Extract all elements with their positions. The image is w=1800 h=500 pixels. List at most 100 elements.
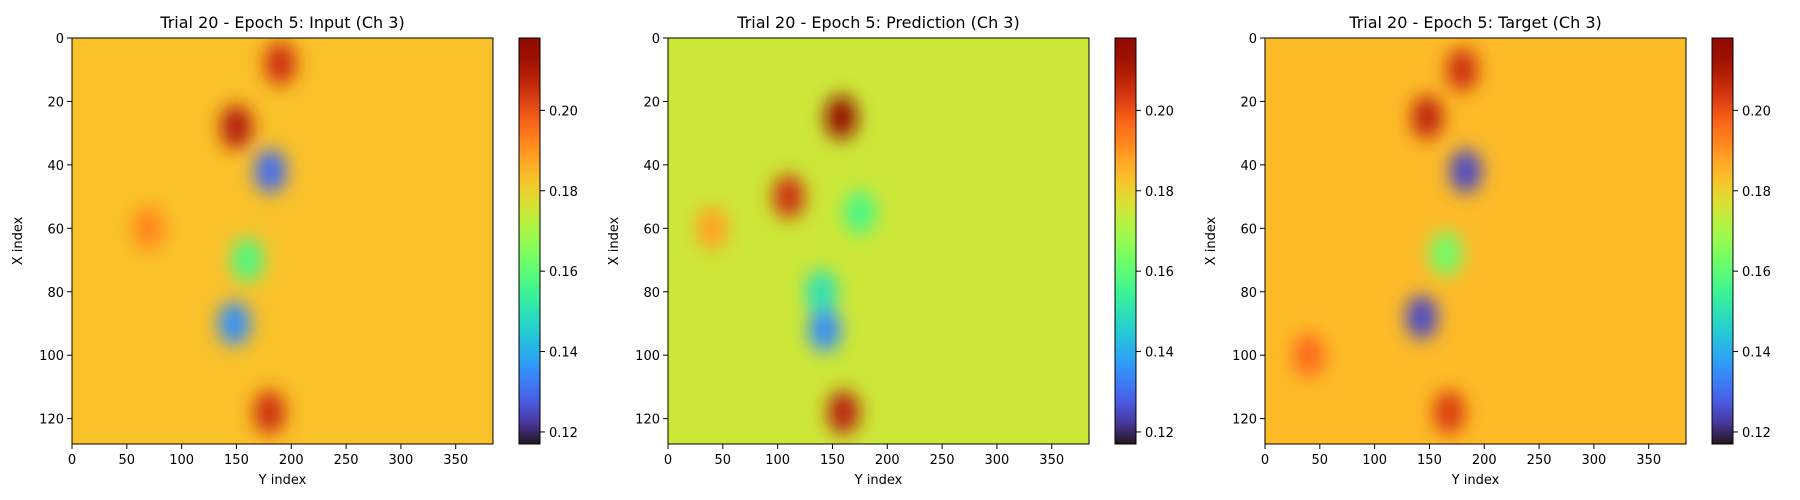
x-tick-label: 200 [875, 453, 900, 468]
heatmap-feature-1 [825, 95, 858, 140]
heatmap-blobs [1292, 47, 1482, 435]
heatmap-feature-2 [772, 174, 805, 219]
y-tick-label: 40 [47, 159, 64, 174]
x-tick-label: 50 [715, 453, 732, 468]
x-tick-label: 300 [984, 453, 1009, 468]
x-tick-label: 150 [224, 453, 249, 468]
x-axis-label: Y index [1451, 473, 1500, 488]
y-tick-label: 20 [1240, 95, 1257, 110]
y-tick-label: 0 [652, 32, 660, 47]
x-tick-label: 100 [765, 453, 790, 468]
chart-title: Trial 20 - Epoch 5: Prediction (Ch 3) [736, 13, 1019, 32]
heatmap-feature-3 [1449, 149, 1482, 194]
plot-frame [1264, 37, 1687, 445]
colorbar [518, 37, 541, 445]
heatmap-feature-2 [220, 104, 253, 149]
heatmap-feature-3 [843, 190, 876, 235]
x-axis-label: Y index [854, 473, 903, 488]
x-tick-label: 50 [1312, 453, 1329, 468]
y-tick-label: 40 [1240, 159, 1257, 174]
colorbar-tick-label: 0.18 [1145, 185, 1174, 200]
colorbar [1114, 37, 1137, 445]
colorbar-tick-label: 0.16 [1742, 265, 1771, 280]
heatmap-blobs [132, 41, 297, 435]
colorbar-tick-label: 0.14 [1742, 346, 1771, 361]
heatmap-feature-1 [1446, 47, 1479, 92]
colorbar-tick-label: 0.20 [1145, 104, 1174, 119]
heatmap-feature-5 [218, 301, 251, 346]
heatmap-background [72, 38, 493, 444]
heatmap-feature-5 [1405, 295, 1438, 340]
heatmap-feature-6 [827, 390, 860, 435]
x-tick-label: 200 [279, 453, 304, 468]
y-tick-label: 60 [1240, 222, 1257, 237]
y-tick-label: 0 [56, 32, 64, 47]
heatmap-feature-2 [1411, 95, 1444, 140]
y-tick-label: 80 [643, 286, 660, 301]
y-tick-label: 100 [635, 349, 660, 364]
heatmap-field [695, 95, 876, 435]
x-tick-label: 300 [388, 453, 413, 468]
colorbar-tick-label: 0.14 [549, 346, 578, 361]
y-tick-label: 20 [47, 95, 64, 110]
heatmap-feature-7 [132, 206, 165, 251]
colorbar-tick-label: 0.16 [549, 265, 578, 280]
y-tick-label: 100 [39, 349, 64, 364]
heatmap-background [1265, 38, 1686, 444]
colorbar-tick-label: 0.18 [549, 185, 578, 200]
heatmap-feature-4 [1429, 231, 1462, 276]
x-tick-label: 250 [930, 453, 955, 468]
chart-title: Trial 20 - Epoch 5: Target (Ch 3) [1348, 13, 1601, 32]
x-tick-label: 250 [1527, 453, 1552, 468]
y-axis-label: X index [11, 216, 26, 265]
y-tick-label: 0 [1249, 32, 1257, 47]
x-tick-label: 200 [1472, 453, 1497, 468]
x-axis-label: Y index [258, 473, 307, 488]
heatmap-field [1292, 47, 1482, 435]
y-tick-label: 20 [643, 95, 660, 110]
x-tick-label: 250 [334, 453, 359, 468]
heatmap-blobs [695, 95, 876, 435]
x-tick-label: 0 [664, 453, 672, 468]
heatmap-feature-5 [808, 307, 841, 352]
x-tick-label: 100 [169, 453, 194, 468]
y-tick-label: 60 [643, 222, 660, 237]
heatmap-panel-3: Trial 20 - Epoch 5: Target (Ch 3) 0 50 100 1… [1204, 13, 1771, 488]
y-axis-label: X index [607, 216, 622, 265]
heatmap-feature-6 [1433, 390, 1466, 435]
heatmap-feature-7 [1292, 333, 1325, 378]
y-tick-label: 120 [1232, 413, 1257, 428]
x-tick-label: 350 [1039, 453, 1064, 468]
colorbar-tick-label: 0.18 [1742, 185, 1771, 200]
heatmap-panel-1: Trial 20 - Epoch 5: Input (Ch 3) 0 50 100 15… [11, 13, 578, 488]
colorbar [1711, 37, 1734, 445]
y-tick-label: 120 [635, 413, 660, 428]
y-tick-label: 40 [643, 159, 660, 174]
y-axis-label: X index [1204, 216, 1219, 265]
x-tick-label: 0 [68, 453, 76, 468]
x-tick-label: 150 [820, 453, 845, 468]
y-tick-label: 120 [39, 413, 64, 428]
y-tick-label: 100 [1232, 349, 1257, 364]
x-tick-label: 0 [1261, 453, 1269, 468]
heatmap-feature-7 [695, 206, 728, 251]
heatmap-background [668, 38, 1089, 444]
heatmap-feature-4 [805, 269, 838, 314]
heatmap-feature-3 [254, 149, 287, 194]
plot-frame [667, 37, 1090, 445]
plot-frame [71, 37, 494, 445]
colorbar-tick-label: 0.20 [549, 104, 578, 119]
colorbar-tick-label: 0.12 [1742, 426, 1771, 441]
chart-title: Trial 20 - Epoch 5: Input (Ch 3) [159, 13, 404, 32]
x-tick-label: 350 [1636, 453, 1661, 468]
y-tick-label: 80 [47, 286, 64, 301]
y-tick-label: 80 [1240, 286, 1257, 301]
colorbar-tick-label: 0.14 [1145, 346, 1174, 361]
heatmap-panel-2: Trial 20 - Epoch 5: Prediction (Ch 3) 0 50… [607, 13, 1174, 488]
x-tick-label: 150 [1417, 453, 1442, 468]
heatmap-feature-6 [253, 390, 286, 435]
colorbar-tick-label: 0.12 [549, 426, 578, 441]
y-tick-label: 60 [47, 222, 64, 237]
x-tick-label: 300 [1581, 453, 1606, 468]
